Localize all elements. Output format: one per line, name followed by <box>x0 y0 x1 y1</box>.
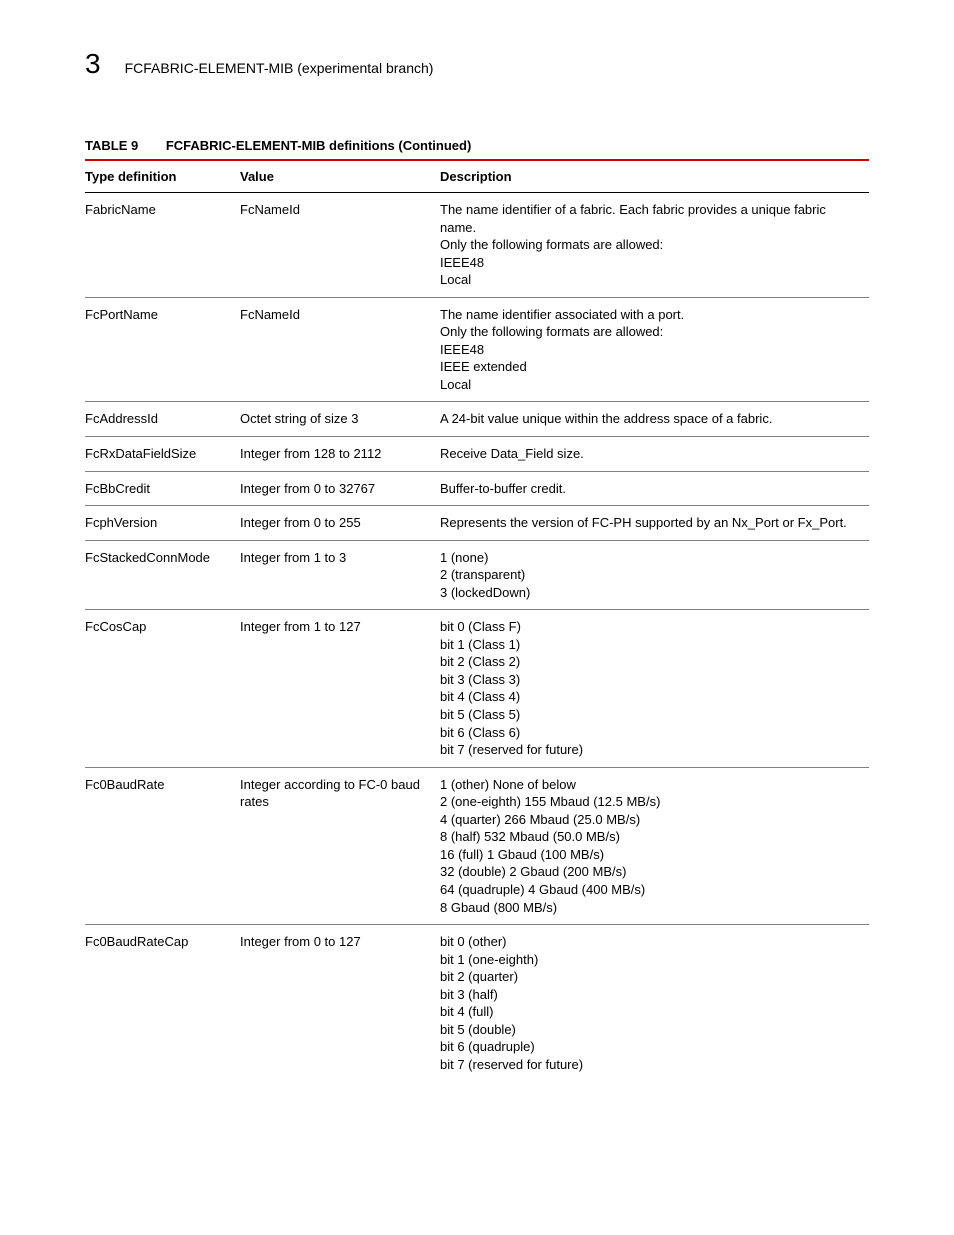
col-header-description: Description <box>440 160 869 193</box>
description-line: Represents the version of FC-PH supporte… <box>440 514 863 532</box>
cell-type-definition: FcAddressId <box>85 402 240 437</box>
cell-description: bit 0 (Class F)bit 1 (Class 1)bit 2 (Cla… <box>440 610 869 767</box>
cell-description: The name identifier associated with a po… <box>440 297 869 402</box>
description-line: bit 4 (full) <box>440 1003 863 1021</box>
description-line: The name identifier of a fabric. Each fa… <box>440 201 863 236</box>
cell-value: Octet string of size 3 <box>240 402 440 437</box>
description-line: 2 (transparent) <box>440 566 863 584</box>
cell-value: Integer from 128 to 2112 <box>240 437 440 472</box>
table-body: FabricNameFcNameIdThe name identifier of… <box>85 193 869 1082</box>
table-row: FcBbCreditInteger from 0 to 32767Buffer-… <box>85 471 869 506</box>
description-line: bit 5 (Class 5) <box>440 706 863 724</box>
description-line: 1 (none) <box>440 549 863 567</box>
table-row: FcPortNameFcNameIdThe name identifier as… <box>85 297 869 402</box>
table-row: FcAddressIdOctet string of size 3A 24-bi… <box>85 402 869 437</box>
table-row: FabricNameFcNameIdThe name identifier of… <box>85 193 869 298</box>
description-line: 1 (other) None of below <box>440 776 863 794</box>
cell-type-definition: FcphVersion <box>85 506 240 541</box>
description-line: bit 7 (reserved for future) <box>440 1056 863 1074</box>
cell-type-definition: FcBbCredit <box>85 471 240 506</box>
mib-definitions-table: Type definition Value Description Fabric… <box>85 159 869 1081</box>
description-line: 16 (full) 1 Gbaud (100 MB/s) <box>440 846 863 864</box>
description-line: Buffer-to-buffer credit. <box>440 480 863 498</box>
cell-description: 1 (other) None of below2 (one-eighth) 15… <box>440 767 869 924</box>
description-line: 2 (one-eighth) 155 Mbaud (12.5 MB/s) <box>440 793 863 811</box>
description-line: Local <box>440 271 863 289</box>
description-line: Only the following formats are allowed: <box>440 236 863 254</box>
cell-value: Integer from 0 to 127 <box>240 925 440 1082</box>
cell-value: FcNameId <box>240 297 440 402</box>
description-line: bit 6 (quadruple) <box>440 1038 863 1056</box>
section-title: FCFABRIC-ELEMENT-MIB (experimental branc… <box>125 60 434 76</box>
cell-value: Integer according to FC-0 baud rates <box>240 767 440 924</box>
cell-description: bit 0 (other)bit 1 (one-eighth)bit 2 (qu… <box>440 925 869 1082</box>
cell-description: The name identifier of a fabric. Each fa… <box>440 193 869 298</box>
description-line: IEEE extended <box>440 358 863 376</box>
description-line: bit 0 (Class F) <box>440 618 863 636</box>
cell-type-definition: FcPortName <box>85 297 240 402</box>
description-line: 4 (quarter) 266 Mbaud (25.0 MB/s) <box>440 811 863 829</box>
description-line: IEEE48 <box>440 341 863 359</box>
description-line: bit 7 (reserved for future) <box>440 741 863 759</box>
cell-value: Integer from 0 to 255 <box>240 506 440 541</box>
description-line: The name identifier associated with a po… <box>440 306 863 324</box>
table-row: Fc0BaudRateInteger according to FC-0 bau… <box>85 767 869 924</box>
description-line: 32 (double) 2 Gbaud (200 MB/s) <box>440 863 863 881</box>
description-line: 8 (half) 532 Mbaud (50.0 MB/s) <box>440 828 863 846</box>
cell-description: A 24-bit value unique within the address… <box>440 402 869 437</box>
table-caption: TABLE 9 FCFABRIC-ELEMENT-MIB definitions… <box>85 138 869 153</box>
description-line: 64 (quadruple) 4 Gbaud (400 MB/s) <box>440 881 863 899</box>
description-line: bit 1 (Class 1) <box>440 636 863 654</box>
description-line: bit 3 (Class 3) <box>440 671 863 689</box>
cell-type-definition: FcRxDataFieldSize <box>85 437 240 472</box>
description-line: Local <box>440 376 863 394</box>
cell-value: Integer from 1 to 3 <box>240 540 440 610</box>
description-line: Receive Data_Field size. <box>440 445 863 463</box>
cell-type-definition: FabricName <box>85 193 240 298</box>
table-row: FcStackedConnModeInteger from 1 to 31 (n… <box>85 540 869 610</box>
description-line: bit 6 (Class 6) <box>440 724 863 742</box>
cell-value: Integer from 1 to 127 <box>240 610 440 767</box>
table-row: Fc0BaudRateCapInteger from 0 to 127bit 0… <box>85 925 869 1082</box>
cell-type-definition: Fc0BaudRateCap <box>85 925 240 1082</box>
description-line: bit 1 (one-eighth) <box>440 951 863 969</box>
description-line: bit 5 (double) <box>440 1021 863 1039</box>
cell-type-definition: Fc0BaudRate <box>85 767 240 924</box>
chapter-number: 3 <box>85 50 101 78</box>
description-line: 8 Gbaud (800 MB/s) <box>440 899 863 917</box>
description-line: bit 0 (other) <box>440 933 863 951</box>
page: 3 FCFABRIC-ELEMENT-MIB (experimental bra… <box>0 0 954 1235</box>
table-row: FcRxDataFieldSizeInteger from 128 to 211… <box>85 437 869 472</box>
cell-type-definition: FcCosCap <box>85 610 240 767</box>
description-line: bit 2 (quarter) <box>440 968 863 986</box>
col-header-value: Value <box>240 160 440 193</box>
cell-type-definition: FcStackedConnMode <box>85 540 240 610</box>
cell-value: FcNameId <box>240 193 440 298</box>
description-line: Only the following formats are allowed: <box>440 323 863 341</box>
cell-description: 1 (none)2 (transparent)3 (lockedDown) <box>440 540 869 610</box>
description-line: bit 3 (half) <box>440 986 863 1004</box>
description-line: 3 (lockedDown) <box>440 584 863 602</box>
table-number-label: TABLE 9 <box>85 138 138 153</box>
cell-description: Buffer-to-buffer credit. <box>440 471 869 506</box>
page-header: 3 FCFABRIC-ELEMENT-MIB (experimental bra… <box>85 50 869 78</box>
cell-value: Integer from 0 to 32767 <box>240 471 440 506</box>
description-line: bit 2 (Class 2) <box>440 653 863 671</box>
col-header-type: Type definition <box>85 160 240 193</box>
description-line: bit 4 (Class 4) <box>440 688 863 706</box>
cell-description: Represents the version of FC-PH supporte… <box>440 506 869 541</box>
table-row: FcCosCapInteger from 1 to 127bit 0 (Clas… <box>85 610 869 767</box>
cell-description: Receive Data_Field size. <box>440 437 869 472</box>
table-caption-title: FCFABRIC-ELEMENT-MIB definitions (Contin… <box>166 138 471 153</box>
table-row: FcphVersionInteger from 0 to 255Represen… <box>85 506 869 541</box>
table-header-row: Type definition Value Description <box>85 160 869 193</box>
description-line: IEEE48 <box>440 254 863 272</box>
description-line: A 24-bit value unique within the address… <box>440 410 863 428</box>
